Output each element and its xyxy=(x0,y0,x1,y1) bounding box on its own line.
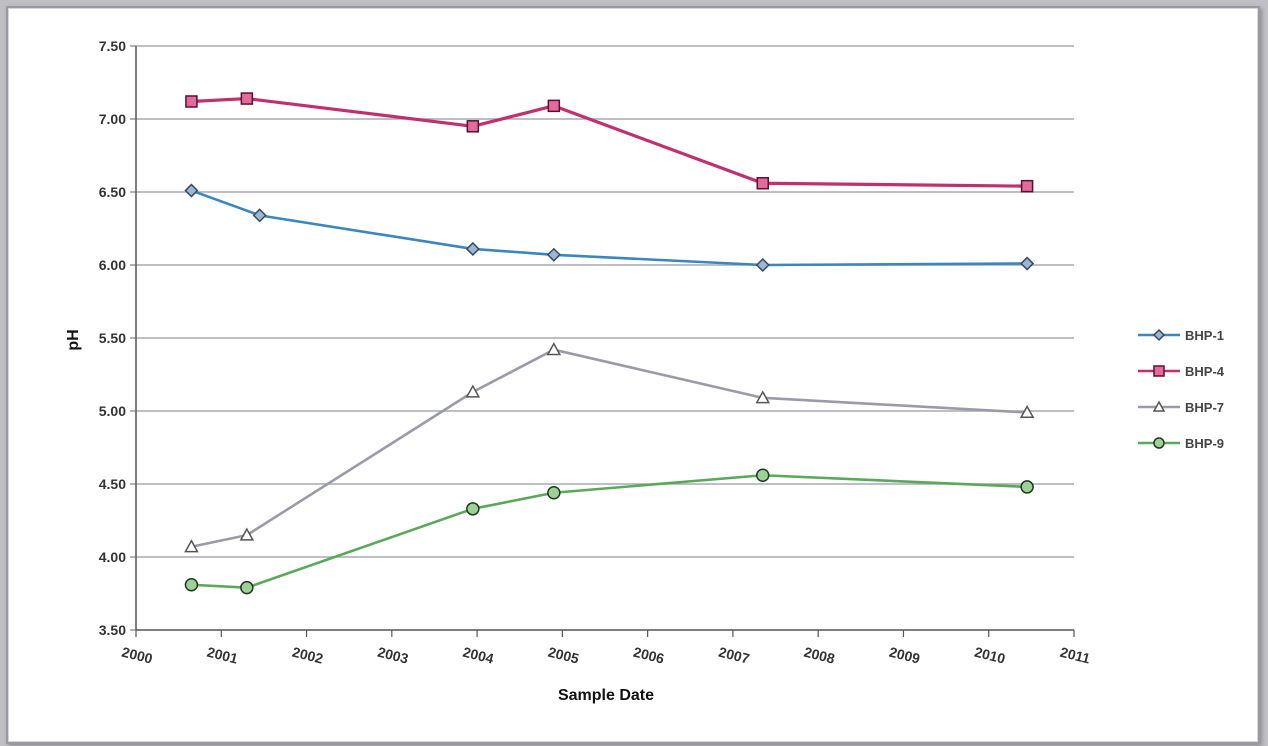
data-point xyxy=(466,502,480,516)
legend-label: BHP-7 xyxy=(1185,400,1224,415)
y-axis-label: pH xyxy=(65,329,82,350)
data-point xyxy=(239,527,255,541)
x-tick-label: 2003 xyxy=(376,644,410,667)
series-bhp-4 xyxy=(185,92,1034,193)
x-tick-label: 2001 xyxy=(205,644,239,667)
gridlines xyxy=(136,45,1074,558)
data-point xyxy=(546,342,562,356)
legend-item: BHP-9 xyxy=(1138,436,1224,451)
x-tick-label: 2008 xyxy=(802,644,836,667)
x-tick-label: 2009 xyxy=(888,644,922,667)
line-chart: 3.50 4.00 4.50 5.00 5.50 6.00 6.50 7.00 7.50 200… xyxy=(65,38,1225,704)
x-axis-label: Sample Date xyxy=(558,687,654,704)
legend-item: BHP-7 xyxy=(1138,400,1224,415)
x-tick-label: 2004 xyxy=(461,644,495,667)
series-bhp-9 xyxy=(184,468,1034,595)
data-point xyxy=(546,247,561,262)
y-axis-ticks: 3.50 4.00 4.50 5.00 5.50 6.00 6.50 7.00 7.50 xyxy=(99,38,136,638)
y-tick-label: 7.50 xyxy=(99,38,126,54)
series-line xyxy=(191,473,1028,589)
data-point xyxy=(1019,404,1035,419)
data-point xyxy=(465,241,480,257)
x-axis-ticks: 2000 2001 2002 2003 2004 2005 2006 2007 2008 2009… xyxy=(120,630,1092,667)
y-tick-label: 6.00 xyxy=(99,257,126,273)
legend-marker xyxy=(1152,328,1166,342)
x-tick-label: 2011 xyxy=(1059,644,1093,667)
chart-frame: 3.50 4.00 4.50 5.00 5.50 6.00 6.50 7.00 7.50 200… xyxy=(6,6,1260,744)
series-line xyxy=(191,96,1028,188)
series-layer xyxy=(184,92,1035,595)
legend-label: BHP-9 xyxy=(1185,436,1224,451)
legend-item: BHP-4 xyxy=(1138,364,1225,379)
y-tick-label: 6.50 xyxy=(99,184,126,200)
x-tick-label: 2005 xyxy=(547,644,581,667)
data-point xyxy=(1020,256,1035,271)
legend-label: BHP-1 xyxy=(1185,328,1224,343)
data-point xyxy=(1020,480,1034,494)
legend-marker xyxy=(1153,365,1165,377)
data-point xyxy=(756,176,770,190)
x-tick-label: 2007 xyxy=(717,644,751,667)
series-line xyxy=(191,348,1028,549)
y-tick-label: 5.50 xyxy=(99,330,126,346)
data-point xyxy=(1020,179,1034,193)
data-point xyxy=(755,257,770,273)
data-point xyxy=(547,99,561,113)
data-point xyxy=(240,580,254,595)
series-bhp-7 xyxy=(184,342,1035,553)
x-tick-label: 2010 xyxy=(973,644,1007,667)
y-tick-label: 4.00 xyxy=(99,549,126,565)
data-point xyxy=(466,120,480,133)
x-tick-label: 2000 xyxy=(120,644,154,667)
y-tick-label: 3.50 xyxy=(99,622,126,638)
series-line xyxy=(190,189,1028,267)
data-point xyxy=(184,183,199,198)
data-point xyxy=(465,384,481,398)
y-tick-label: 7.00 xyxy=(99,111,126,127)
data-point xyxy=(184,577,199,592)
data-point xyxy=(240,92,254,105)
data-point xyxy=(185,95,198,108)
x-tick-label: 2002 xyxy=(291,644,325,667)
y-tick-label: 5.00 xyxy=(99,403,126,419)
legend-item: BHP-1 xyxy=(1138,328,1224,343)
y-tick-label: 4.50 xyxy=(99,476,126,492)
legend-label: BHP-4 xyxy=(1185,364,1225,379)
data-point xyxy=(756,468,770,482)
legend-marker xyxy=(1152,400,1166,412)
series-bhp-1 xyxy=(184,183,1035,273)
data-point xyxy=(547,486,561,500)
data-point xyxy=(755,390,771,404)
legend: BHP-1 BHP-4 BHP-7 BHP-9 xyxy=(1138,328,1225,451)
data-point xyxy=(184,539,199,553)
data-point xyxy=(252,208,267,223)
legend-marker xyxy=(1153,437,1165,449)
x-tick-label: 2006 xyxy=(632,644,666,667)
